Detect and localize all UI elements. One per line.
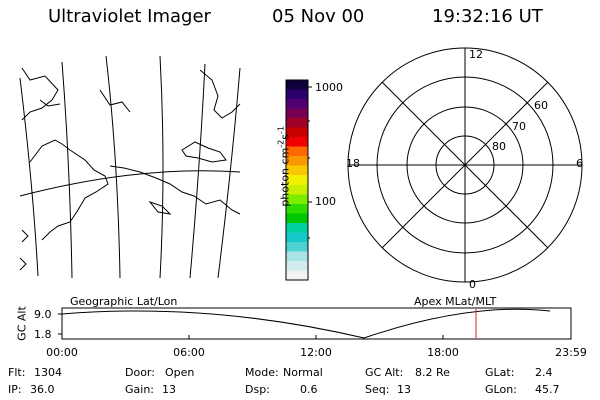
colorbar-tick-low: 100 [315, 195, 336, 208]
instrument-title: Ultraviolet Imager [48, 6, 211, 27]
altitude-tick-low: 1.8 [34, 328, 52, 341]
info-glon-value: 45.7 [535, 383, 560, 396]
mlt-label-top: 12 [469, 48, 483, 61]
colorbar [285, 79, 312, 281]
info-seq-value: 13 [397, 383, 411, 396]
info-mode-label: Mode: [245, 366, 279, 379]
polar-plot [347, 47, 583, 283]
info-ip-label: IP: [8, 383, 22, 396]
time-tick-2: 12:00 [300, 346, 332, 359]
mlat-ring-label-60: 60 [534, 99, 548, 112]
altitude-axis-label: GC Alt [15, 306, 29, 341]
info-seq-label: Seq: [365, 383, 390, 396]
altitude-tick-high: 9.0 [34, 308, 52, 321]
time-tick-0: 00:00 [46, 346, 78, 359]
image-time: 19:32:16 UT [432, 6, 543, 27]
info-gain-label: Gain: [125, 383, 154, 396]
time-tick-4: 23:59 [555, 346, 587, 359]
geographic-map [19, 55, 241, 279]
info-door-value: Open [165, 366, 195, 379]
info-dsp-value: 0.6 [300, 383, 318, 396]
info-flt-label: Flt: [8, 366, 26, 379]
info-mode-value: Normal [283, 366, 323, 379]
time-tick-3: 18:00 [427, 346, 459, 359]
image-date: 05 Nov 00 [272, 6, 365, 27]
mlt-label-left: 18 [346, 157, 360, 170]
altitude-strip [58, 307, 572, 340]
info-glon-label: GLon: [485, 383, 517, 396]
mlt-label-right: 6 [576, 157, 583, 170]
altitude-curve [61, 308, 551, 339]
info-dsp-label: Dsp: [245, 383, 270, 396]
info-ip-value: 36.0 [30, 383, 55, 396]
time-tick-1: 06:00 [173, 346, 205, 359]
colorbar-unit-label: photon cm-2s-1 [276, 126, 292, 207]
mlat-ring-label-70: 70 [512, 120, 526, 133]
info-gcalt-value: 8.2 Re [415, 366, 450, 379]
info-gain-value: 13 [162, 383, 176, 396]
mlt-label-bottom: 0 [469, 278, 476, 291]
colorbar-tick-high: 1000 [315, 81, 343, 94]
info-glat-value: 2.4 [535, 366, 553, 379]
geographic-coords-label: Geographic Lat/Lon [70, 295, 178, 308]
apex-coords-label: Apex MLat/MLT [414, 295, 497, 308]
info-flt-value: 1304 [34, 366, 62, 379]
mlat-ring-label-80: 80 [492, 140, 506, 153]
info-glat-label: GLat: [485, 366, 515, 379]
info-gcalt-label: GC Alt: [365, 366, 404, 379]
info-door-label: Door: [125, 366, 155, 379]
